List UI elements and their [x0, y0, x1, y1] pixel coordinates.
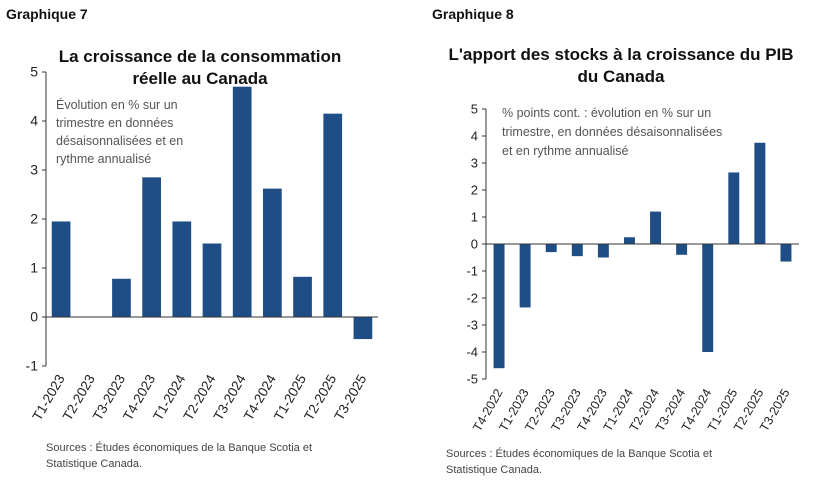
chart-title-line-2: réelle au Canada: [132, 69, 268, 88]
bar: [353, 317, 373, 340]
bar-chart-inventories: 543210-1-2-3-4-5T4-2022T1-2023T2-2023T3-…: [466, 102, 799, 434]
chart-subtitle-note: % points cont. : évolution en % sur un t…: [502, 104, 722, 161]
bar: [623, 237, 635, 244]
bar: [519, 244, 531, 308]
graph-number-label: Graphique 7: [6, 6, 88, 22]
y-tick-label: -1: [26, 358, 39, 374]
y-tick-label: 1: [471, 210, 478, 225]
y-tick-label: 2: [30, 211, 38, 227]
chart-title: L'apport des stocks à la croissance du P…: [424, 44, 818, 88]
bar: [754, 142, 766, 244]
source-note: Sources : Études économiques de la Banqu…: [446, 446, 712, 478]
source-line: Sources : Études économiques de la Banqu…: [46, 442, 313, 454]
chart-panel-inventories: Graphique 8 L'apport des stocks à la cro…: [414, 0, 828, 483]
note-line: trimestre, en données désaisonnalisées: [502, 125, 723, 139]
bar: [112, 278, 131, 317]
bar: [545, 244, 557, 253]
note-line: % points cont. : évolution en % sur un: [502, 106, 712, 120]
y-tick-label: 2: [471, 183, 478, 198]
bar: [571, 244, 583, 257]
bar: [51, 221, 71, 317]
y-tick-label: 4: [471, 129, 478, 144]
bar: [323, 113, 343, 318]
chart-title-line-1: L'apport des stocks à la croissance du P…: [448, 45, 794, 64]
y-tick-label: 5: [471, 102, 478, 117]
chart-title-line-2: du Canada: [577, 67, 665, 86]
bar: [172, 221, 192, 317]
chart-panel-consumption: Graphique 7 La croissance de la consomma…: [6, 6, 378, 472]
source-line: Sources : Études économiques de la Banqu…: [446, 448, 713, 460]
bar: [780, 244, 792, 262]
bar: [142, 177, 161, 317]
bar-chart-consumption: 543210-1T1-2023T2-2023T3-2023T4-2023T1-2…: [26, 64, 378, 423]
source-note: Sources : Études économiques de la Banqu…: [46, 440, 312, 472]
note-line: trimestre en données: [56, 116, 174, 130]
bar: [263, 188, 282, 317]
bar: [676, 244, 688, 255]
bar: [202, 243, 222, 317]
note-line: désaisonnalisées et en: [56, 134, 184, 148]
y-tick-label: -1: [466, 264, 478, 279]
y-tick-label: 0: [30, 309, 38, 325]
source-line: Statistique Canada.: [46, 458, 143, 470]
bar: [728, 172, 740, 244]
y-tick-label: 0: [471, 237, 478, 252]
y-tick-label: -3: [466, 318, 478, 333]
y-tick-label: 1: [30, 260, 38, 276]
y-tick-label: 4: [30, 113, 38, 129]
graph-number-label: Graphique 8: [432, 6, 514, 22]
bar: [597, 244, 609, 258]
chart-title-line-1: La croissance de la consommation: [58, 47, 342, 66]
note-line: et en rythme annualisé: [502, 144, 629, 158]
chart-subtitle-note: Évolution en % sur un trimestre en donné…: [56, 96, 183, 168]
y-tick-label: 3: [30, 162, 38, 178]
bar: [493, 244, 505, 369]
source-line: Statistique Canada.: [446, 464, 543, 476]
y-tick-label: 3: [471, 156, 478, 171]
y-tick-label: -2: [466, 291, 478, 306]
bar: [232, 86, 252, 317]
bar: [293, 276, 312, 317]
chart-title: La croissance de la consommation réelle …: [30, 46, 370, 90]
y-tick-label: -4: [466, 345, 478, 360]
bar: [650, 211, 662, 244]
bar: [702, 244, 714, 352]
y-tick-label: 5: [30, 64, 38, 80]
note-line: Évolution en % sur un: [56, 98, 178, 112]
note-line: rythme annualisé: [56, 152, 152, 166]
y-tick-label: -5: [466, 372, 478, 387]
